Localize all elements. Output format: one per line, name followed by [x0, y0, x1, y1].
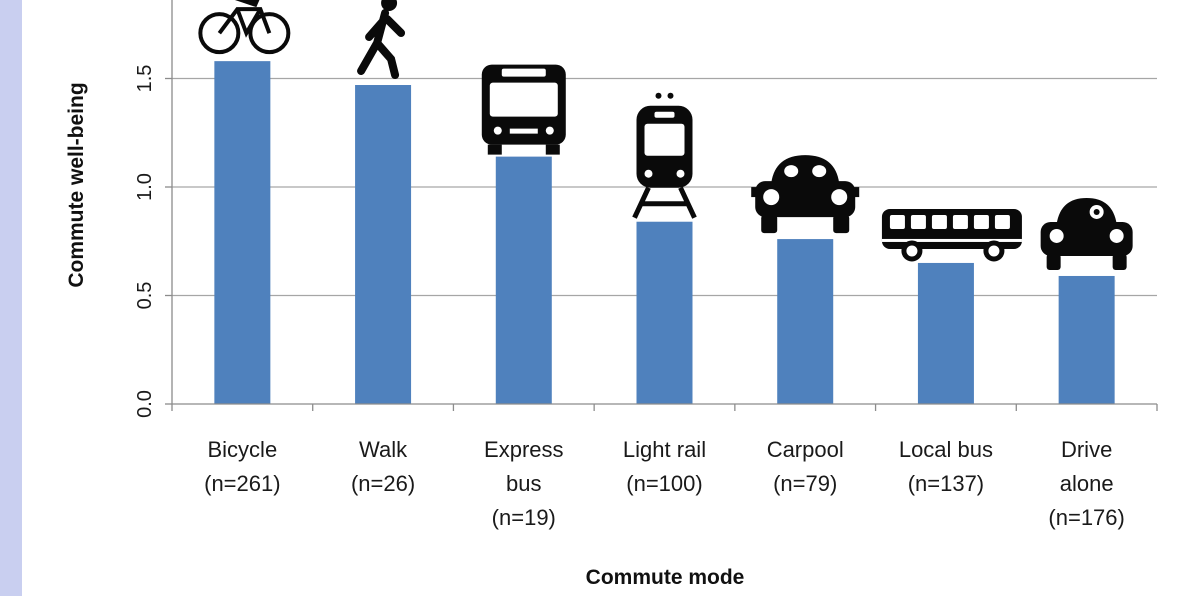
x-category-label: Light rail (n=100) [623, 437, 706, 496]
chart-frame: 0.0 0.5 1.0 1.5 Bicycle (n=261) Walk (n=26) Expr… [22, 0, 1200, 596]
labels: 0.0 0.5 1.0 1.5 Bicycle (n=261) Walk (n=26) Expr… [134, 65, 1125, 530]
y-tick-label: 1.5 [134, 65, 156, 93]
pedestrian-icon [357, 0, 406, 80]
x-category-label: Carpool (n=79) [767, 437, 844, 496]
y-axis-title: Commute well-being [65, 82, 88, 287]
bar-chart: 0.0 0.5 1.0 1.5 Bicycle (n=261) Walk (n=26) Expr… [65, 0, 1158, 589]
bus-side-icon [881, 208, 1022, 262]
bar [1058, 275, 1115, 404]
y-tick-label: 0.0 [134, 390, 156, 418]
x-category-label: Express bus (n=19) [484, 437, 563, 530]
bar [214, 61, 271, 404]
bars [214, 61, 1115, 404]
x-axis-title: Commute mode [586, 566, 745, 589]
train-front-icon [632, 92, 697, 219]
x-category-label: Local bus (n=137) [899, 437, 993, 496]
bar [355, 85, 412, 404]
bar [636, 221, 693, 404]
bar [917, 262, 974, 404]
x-category-label: Drive alone (n=176) [1048, 437, 1124, 530]
y-tick-label: 0.5 [134, 282, 156, 310]
bicycle-icon [198, 0, 291, 55]
car-front-icon [751, 155, 860, 234]
x-category-label: Bicycle (n=261) [204, 437, 280, 496]
bar [777, 239, 834, 404]
y-tick-label: 1.0 [134, 173, 156, 201]
car-driver-icon [1040, 197, 1133, 270]
x-category-label: Walk (n=26) [351, 437, 415, 496]
bar [495, 156, 552, 404]
axes [165, 0, 1158, 411]
bus-front-icon [481, 64, 566, 155]
mode-icons [198, 0, 1133, 270]
